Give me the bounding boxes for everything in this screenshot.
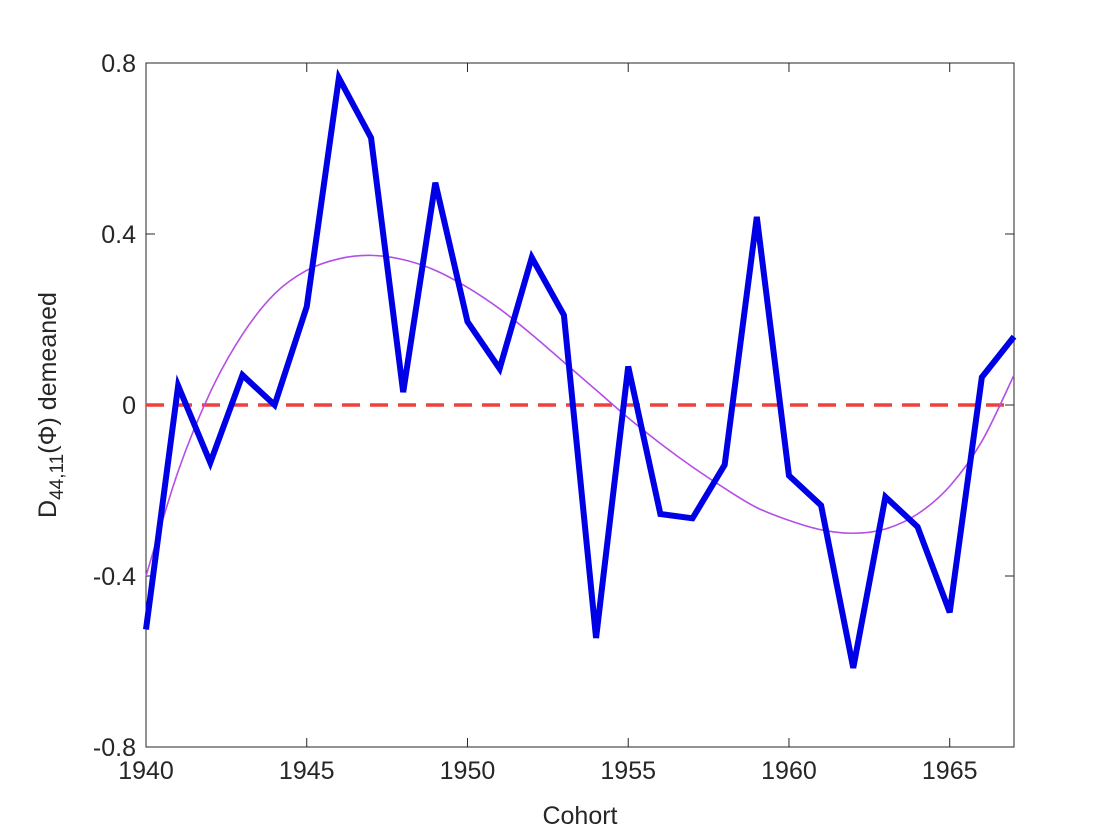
y-tick-label: 0.4 (101, 221, 136, 249)
x-tick-label: 1940 (118, 757, 174, 785)
y-tick-label: 0.8 (101, 50, 136, 78)
y-tick-label: 0 (122, 392, 136, 420)
x-tick-label: 1955 (600, 757, 656, 785)
data-series-line (143, 68, 1017, 669)
y-axis-label-rest: (Φ) demeaned (34, 292, 62, 454)
y-axis-label-main: D (34, 500, 62, 518)
tick-marks (145, 62, 1014, 748)
series-lines (143, 68, 1017, 669)
x-tick-label: 1960 (761, 757, 817, 785)
x-tick-label: 1950 (440, 757, 496, 785)
tick-labels: 1940 1945 1950 1955 1960 1965 -0.8 -0.4 0 0.4 0.8 (93, 50, 978, 785)
y-tick-label: -0.4 (93, 563, 136, 591)
x-axis-label: Cohort (542, 802, 617, 830)
y-axis-label-subscript: 44,11 (47, 454, 68, 500)
y-axis-label: D44,11(Φ) demeaned (34, 292, 68, 518)
y-tick-label: -0.8 (93, 734, 136, 762)
x-tick-label: 1965 (922, 757, 978, 785)
x-tick-label: 1945 (279, 757, 335, 785)
